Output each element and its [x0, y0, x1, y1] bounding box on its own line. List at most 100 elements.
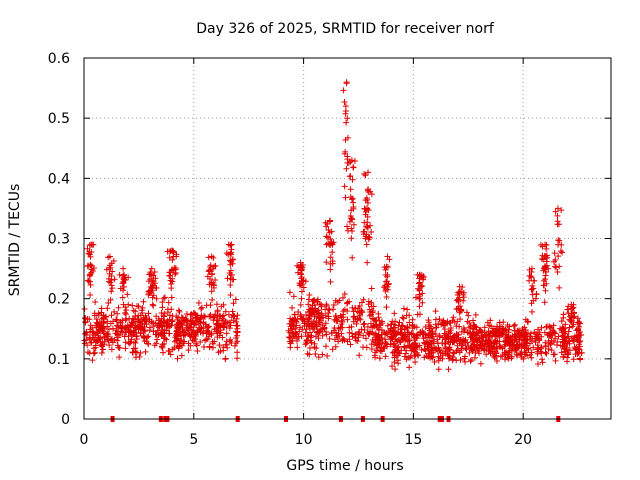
data-point [306, 329, 313, 336]
data-point [116, 354, 123, 361]
data-point [564, 350, 571, 357]
data-point [349, 176, 356, 183]
data-point [142, 316, 149, 323]
data-point [398, 347, 405, 354]
data-point [409, 316, 416, 323]
data-point [485, 344, 492, 351]
data-point [330, 306, 337, 313]
data-point [573, 332, 580, 339]
data-point [301, 322, 308, 329]
data-point [458, 328, 465, 335]
data-point [416, 271, 423, 278]
data-point [576, 337, 583, 344]
data-point [343, 300, 350, 307]
data-point [106, 270, 113, 277]
data-point [406, 342, 413, 349]
data-point [227, 242, 234, 249]
data-point [434, 336, 441, 343]
data-point [108, 335, 115, 342]
y-tick-label: 0 [61, 412, 70, 428]
data-point [387, 326, 394, 333]
data-point [101, 335, 108, 342]
data-point [138, 307, 145, 314]
data-point [106, 326, 113, 333]
data-point [107, 296, 114, 303]
data-point [481, 324, 488, 331]
data-point [231, 313, 238, 320]
data-point [357, 316, 364, 323]
data-point [103, 266, 110, 273]
data-point [102, 313, 109, 320]
data-point [347, 186, 354, 193]
data-point [463, 346, 470, 353]
data-point [229, 256, 236, 263]
data-point [88, 241, 95, 248]
data-point [92, 298, 99, 305]
data-point [387, 336, 394, 343]
data-point [502, 337, 509, 344]
data-point [89, 334, 96, 341]
data-point [449, 334, 456, 341]
data-point [230, 300, 237, 307]
data-point [152, 275, 159, 282]
data-point [94, 337, 101, 344]
data-point [376, 338, 383, 345]
data-point [139, 324, 146, 331]
data-point [107, 264, 114, 271]
data-point [298, 288, 305, 295]
data-point [318, 302, 325, 309]
data-point [548, 347, 555, 354]
data-point [391, 340, 398, 347]
data-point [161, 327, 168, 334]
data-point [350, 314, 357, 321]
data-point [515, 330, 522, 337]
data-point [164, 306, 171, 313]
data-point [361, 327, 368, 334]
data-point [133, 336, 140, 343]
data-point [360, 344, 367, 351]
data-point [229, 308, 236, 315]
data-point [323, 233, 330, 240]
data-point [128, 336, 135, 343]
data-point [286, 289, 293, 296]
data-point [178, 338, 185, 345]
data-point [233, 334, 240, 341]
data-point [556, 237, 563, 244]
data-point [216, 342, 223, 349]
data-point [208, 288, 215, 295]
data-point [542, 264, 549, 271]
data-point [209, 270, 216, 277]
data-point [569, 310, 575, 317]
data-point [99, 326, 106, 333]
data-point [313, 345, 320, 352]
data-point [95, 310, 102, 317]
data-point [373, 317, 380, 324]
data-point [326, 229, 333, 236]
data-point [290, 293, 297, 300]
data-point [520, 355, 527, 362]
data-point [555, 237, 562, 244]
data-point [485, 328, 492, 335]
data-point [228, 339, 235, 346]
x-tick-label: 20 [514, 432, 532, 448]
data-point [506, 342, 513, 349]
data-point [160, 295, 167, 302]
data-point [115, 328, 122, 335]
data-point [341, 183, 348, 190]
data-point [417, 295, 424, 302]
data-point [84, 277, 91, 284]
data-point [456, 290, 463, 297]
data-point [123, 315, 130, 322]
data-point [443, 330, 450, 337]
data-point [497, 353, 504, 360]
data-point [420, 335, 427, 342]
data-point [168, 285, 175, 292]
data-point [151, 269, 158, 276]
data-point [436, 347, 443, 354]
data-point [531, 277, 538, 284]
data-point [325, 227, 332, 234]
data-point [467, 358, 474, 365]
data-point [355, 331, 362, 338]
data-point [367, 222, 374, 229]
data-point [368, 285, 375, 292]
